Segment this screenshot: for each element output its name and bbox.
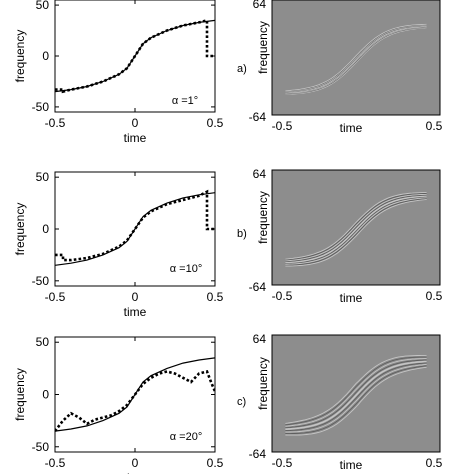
- y-tick-label: 50: [36, 0, 50, 12]
- tf-ridge: [285, 192, 427, 260]
- x-tick-label: -0.5: [272, 456, 293, 470]
- y-tick-label: -50: [32, 440, 50, 454]
- tf-frame: [271, 334, 441, 453]
- tf-ridge: [285, 198, 427, 267]
- tf-ridge: [285, 27, 427, 95]
- x-axis-label: time: [124, 471, 147, 474]
- alpha-annotation: α =20°: [170, 431, 202, 443]
- tf-panel-2: -0.5 0.5 64 -64 time frequency b): [237, 167, 443, 305]
- series-line-solid: [55, 192, 215, 266]
- line-panel-3: -0.5 0 0.5 -50 0 50 time frequency α =20°: [13, 335, 224, 474]
- y-axis-label: frequency: [13, 368, 27, 421]
- tf-ridge: [285, 25, 427, 93]
- alpha-annotation: α =1°: [172, 95, 198, 107]
- line-panel-2: -0.5 0 0.5 -50 0 50 time frequency α =10°: [13, 170, 224, 319]
- tf-ridge: [285, 356, 427, 426]
- y-tick-label: 64: [253, 332, 267, 346]
- x-tick-label: 0.5: [426, 119, 443, 133]
- tf-frame: [271, 0, 441, 116]
- x-axis-label: time: [340, 121, 363, 135]
- x-axis-label: time: [340, 458, 363, 472]
- tf-ridge: [285, 195, 427, 264]
- series-line-dotted: [55, 189, 215, 262]
- y-axis-label: frequency: [256, 21, 270, 74]
- tf-ridge: [285, 26, 427, 95]
- tf-ridge: [285, 359, 427, 429]
- y-tick-label: 64: [253, 167, 267, 181]
- y-tick-label: 0: [42, 388, 49, 402]
- y-axis-label: frequency: [13, 30, 27, 83]
- y-axis-label: frequency: [13, 203, 27, 256]
- line-panel-1: -0.5 0 0.5 -50 0 50 time frequency α =1°: [13, 0, 224, 145]
- y-tick-label: 50: [36, 170, 50, 184]
- tf-ridge: [285, 197, 427, 265]
- x-tick-label: -0.5: [272, 289, 293, 303]
- tf-ridge: [285, 198, 427, 266]
- x-tick-label: -0.5: [45, 290, 66, 304]
- tf-ridge: [285, 360, 427, 430]
- tf-ridge: [285, 24, 427, 93]
- tf-ridge: [285, 194, 427, 263]
- tf-ridge: [285, 355, 427, 424]
- tf-ridges: [285, 192, 427, 267]
- y-axis-label: frequency: [256, 357, 270, 410]
- x-tick-label: -0.5: [45, 116, 66, 130]
- x-tick-label: 0: [132, 290, 139, 304]
- y-axis-label: frequency: [256, 191, 270, 244]
- y-tick-label: -64: [249, 280, 267, 294]
- x-tick-label: 0: [132, 456, 139, 470]
- tf-ridge: [285, 25, 427, 94]
- x-tick-label: 0: [132, 116, 139, 130]
- tf-map-background: [272, 335, 440, 452]
- tf-ridge: [285, 358, 427, 427]
- panel-label: b): [237, 228, 247, 240]
- x-axis-label: time: [340, 291, 363, 305]
- y-tick-label: 0: [42, 49, 49, 63]
- x-tick-label: 0.5: [207, 290, 224, 304]
- tf-ridges: [285, 355, 427, 436]
- y-tick-label: -50: [32, 274, 50, 288]
- series-line-dotted: [55, 369, 215, 432]
- y-tick-label: -64: [249, 447, 267, 461]
- x-axis-label: time: [124, 305, 147, 319]
- tf-panel-1: -0.5 0.5 64 -64 time frequency a): [237, 0, 443, 135]
- series-line-dotted: [55, 18, 215, 94]
- y-tick-label: 50: [36, 335, 50, 349]
- tf-ridge: [285, 366, 427, 436]
- panel-label: c): [237, 396, 246, 408]
- panel-label: a): [237, 63, 247, 75]
- tf-panel-3: -0.5 0.5 64 -64 time frequency c): [237, 332, 443, 472]
- tf-frame: [271, 169, 441, 286]
- y-tick-label: 0: [42, 222, 49, 236]
- tf-ridges: [285, 23, 427, 95]
- tf-ridge: [285, 363, 427, 433]
- tf-ridge: [285, 24, 427, 92]
- tf-ridge: [285, 365, 427, 435]
- tf-ridge: [285, 26, 427, 94]
- tf-ridge: [285, 196, 427, 264]
- alpha-annotation: α =10°: [170, 263, 202, 275]
- tf-ridge: [285, 192, 427, 261]
- y-tick-label: 64: [253, 0, 267, 11]
- x-tick-label: 0.5: [426, 456, 443, 470]
- x-tick-label: 0.5: [207, 116, 224, 130]
- x-tick-label: 0.5: [207, 456, 224, 470]
- x-tick-label: -0.5: [272, 119, 293, 133]
- x-tick-label: -0.5: [45, 456, 66, 470]
- x-axis-label: time: [124, 131, 147, 145]
- x-tick-label: 0.5: [426, 289, 443, 303]
- tf-ridge: [285, 362, 427, 432]
- y-tick-label: -50: [32, 100, 50, 114]
- tf-ridge: [285, 23, 427, 92]
- tf-ridge: [285, 193, 427, 262]
- y-tick-label: -64: [249, 110, 267, 124]
